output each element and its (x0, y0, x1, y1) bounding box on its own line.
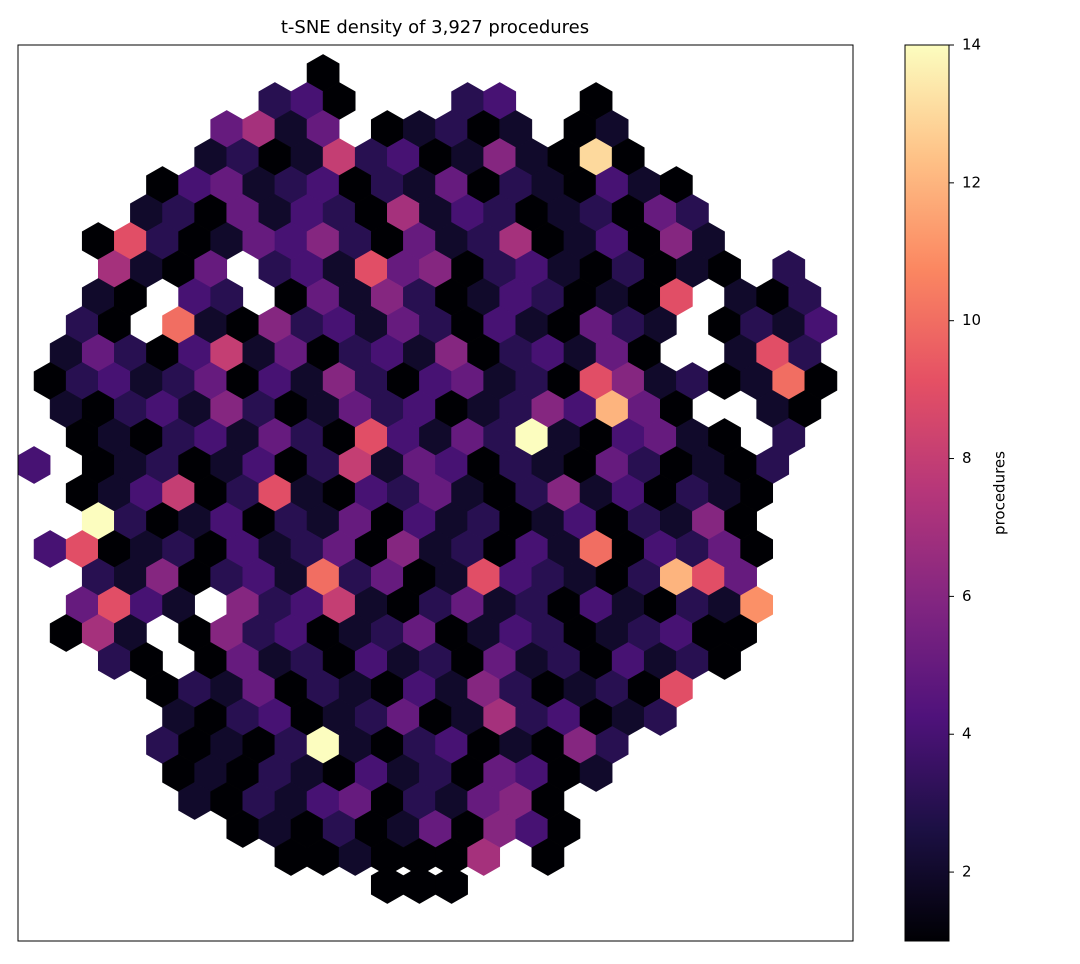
hex-bin (403, 866, 436, 904)
axes-frame (17, 44, 854, 942)
hex-layer (17, 54, 838, 904)
colorbar-tick-label: 14 (962, 36, 981, 54)
colorbar-tick-label: 2 (962, 863, 972, 881)
colorbar-tick-label: 6 (962, 587, 972, 605)
colorbar-tick-label: 4 (962, 725, 972, 743)
colorbar-tick-label: 12 (962, 173, 981, 191)
hex-bin (435, 866, 468, 904)
colorbar-tick-label: 10 (962, 311, 981, 329)
hex-bin (708, 642, 741, 680)
chart-title: t-SNE density of 3,927 procedures (281, 17, 589, 38)
hex-bin (643, 698, 677, 736)
hex-bin (370, 866, 404, 904)
colorbar-tick-label: 8 (962, 449, 972, 467)
hex-bin (33, 530, 67, 568)
colorbar (904, 44, 950, 942)
hex-bin (467, 838, 501, 876)
colorbar-label: procedures (991, 451, 1009, 535)
hex-bin (579, 754, 613, 792)
hex-bin (531, 838, 565, 876)
hex-bin (17, 446, 51, 484)
